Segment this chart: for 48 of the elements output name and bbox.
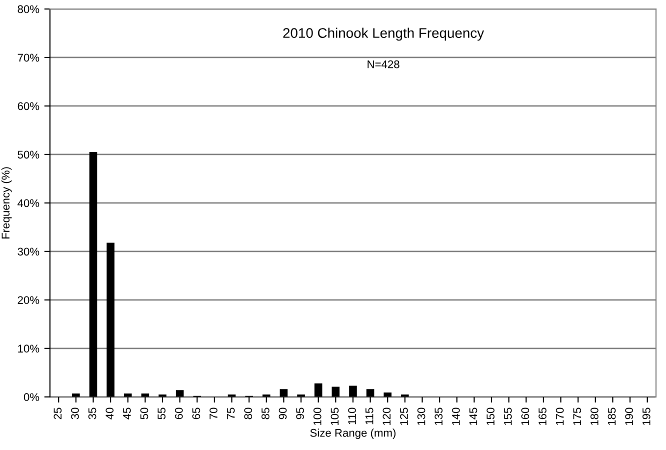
x-tick-label: 95 xyxy=(296,408,304,420)
y-tick-label: 50% xyxy=(18,150,40,159)
x-tick-label: 60 xyxy=(174,408,183,420)
x-tick-label: 110 xyxy=(348,408,356,424)
x-tick-label: 190 xyxy=(625,408,634,426)
y-tick-label: 30% xyxy=(18,248,40,256)
annotation: N=428 xyxy=(368,60,400,68)
x-tick-label: 90 xyxy=(278,408,287,420)
y-tick-label: 70% xyxy=(18,54,40,62)
x-tick-label: 185 xyxy=(608,408,616,426)
x-tick-label: 50 xyxy=(140,408,148,420)
x-tick-label: 105 xyxy=(330,408,339,426)
x-tick-label: 170 xyxy=(556,408,564,426)
y-tick-label: 60% xyxy=(18,102,40,110)
text: 2010 Chinook Length Frequency xyxy=(283,28,484,41)
x-tick-label: 115 xyxy=(366,408,374,424)
x-tick-label: 130 xyxy=(417,408,426,426)
x-tick-label: 85 xyxy=(262,408,270,420)
y-axis-title: Frequency (%) xyxy=(1,167,12,238)
x-tick-label: 165 xyxy=(538,408,546,426)
x-tick-label: 35 xyxy=(88,408,96,420)
x-tick-label: 120 xyxy=(382,408,391,426)
x-tick-label: 40 xyxy=(106,408,114,420)
x-tick-label: 45 xyxy=(123,408,131,420)
x-tick-label: 55 xyxy=(158,408,166,420)
x-tick-label: 150 xyxy=(486,408,494,426)
x-tick-label: 135 xyxy=(434,408,443,426)
x-axis-title: Size Range (mm) xyxy=(310,428,396,439)
y-tick-label: 20% xyxy=(18,296,40,304)
x-tick-label: 175 xyxy=(573,408,582,426)
x-tick-label: 80 xyxy=(244,408,252,420)
x-tick-label: 180 xyxy=(590,408,598,426)
x-tick-label: 195 xyxy=(642,408,650,426)
x-tick-label: 25 xyxy=(54,408,62,420)
x-tick-label: 100 xyxy=(313,408,322,426)
y-tick-label: 80% xyxy=(18,5,40,14)
x-tick-label: 30 xyxy=(71,408,79,420)
y-tick-label: 10% xyxy=(18,344,40,353)
x-tick-label: 140 xyxy=(452,408,460,426)
x-tick-label: 65 xyxy=(192,408,200,420)
x-tick-label: 125 xyxy=(400,408,408,426)
x-tick-label: 160 xyxy=(521,408,530,426)
y-tick-label: 40% xyxy=(18,199,40,208)
x-tick-label: 70 xyxy=(210,408,218,420)
x-tick-label: 155 xyxy=(504,408,512,426)
x-tick-label: 145 xyxy=(469,408,478,426)
x-tick-label: 75 xyxy=(226,408,235,420)
y-tick-label: 0% xyxy=(24,393,40,402)
